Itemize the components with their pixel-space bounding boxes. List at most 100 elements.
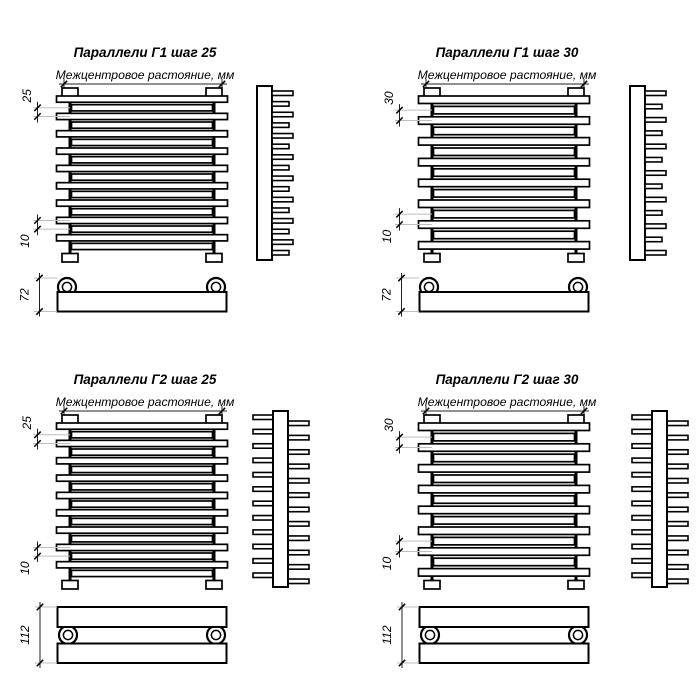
- tooth: [644, 90, 667, 97]
- gap-dimension: 10: [18, 541, 70, 575]
- tooth-right: [287, 434, 310, 441]
- pipe-circle-inner: [61, 281, 73, 293]
- tooth-left: [252, 414, 274, 421]
- dim-tick: [397, 307, 406, 316]
- side-collector: [629, 85, 646, 261]
- gap-dimension-value: 10: [380, 230, 394, 244]
- depth-dimension: 72: [18, 273, 57, 317]
- tube: [70, 138, 214, 147]
- tube: [417, 199, 591, 209]
- dim-tick: [33, 216, 42, 225]
- bottom-bar-bottom: [56, 642, 228, 664]
- tooth: [644, 236, 663, 243]
- pipe-circle-inner: [210, 629, 222, 641]
- tube: [55, 181, 229, 190]
- tooth-left: [631, 471, 653, 478]
- tube: [55, 129, 229, 138]
- dim-tick: [36, 659, 44, 667]
- side-collector: [272, 410, 289, 588]
- tube: [417, 484, 591, 494]
- dim-tick: [35, 307, 44, 316]
- tube: [70, 155, 214, 164]
- tube: [55, 233, 229, 242]
- tooth: [644, 103, 663, 110]
- tooth-right: [287, 420, 310, 427]
- tube: [417, 115, 591, 126]
- step-dimension: 25: [20, 416, 70, 450]
- tooth-right: [287, 477, 310, 484]
- tooth-left: [631, 414, 653, 421]
- panel-g1-step-25: Параллели Г1 шаг 25 Межцентровое растояни…: [18, 45, 294, 317]
- tube: [55, 95, 229, 104]
- tooth-left: [252, 428, 274, 435]
- tube: [432, 126, 576, 136]
- tube: [55, 456, 229, 465]
- tooth-right: [666, 463, 689, 470]
- step-dimension: 25: [20, 89, 70, 123]
- gap-dimension-value: 10: [380, 557, 394, 571]
- center-distance-label: Межцентровое растояние, мм: [418, 395, 597, 409]
- tooth: [271, 175, 294, 182]
- side-collector: [256, 85, 273, 261]
- tube: [432, 515, 576, 525]
- tooth: [271, 154, 294, 161]
- tooth: [271, 196, 294, 203]
- tube: [70, 225, 214, 234]
- gap-dimension: 10: [18, 214, 70, 248]
- tube: [55, 543, 229, 552]
- tooth-left: [631, 529, 653, 536]
- tube: [55, 422, 229, 431]
- tube: [432, 188, 576, 198]
- depth-dimension-value: 112: [18, 625, 32, 644]
- tube: [432, 105, 576, 115]
- tube: [70, 517, 214, 526]
- tooth-right: [666, 549, 689, 556]
- dim-tick: [218, 407, 226, 415]
- tooth: [271, 111, 294, 118]
- dim-tick: [422, 407, 430, 415]
- tooth: [644, 196, 667, 203]
- tube: [70, 190, 214, 199]
- tooth: [271, 217, 294, 224]
- side-view: [631, 410, 689, 588]
- tooth-right: [666, 477, 689, 484]
- dim-tick: [218, 80, 226, 88]
- panel-g2-step-30: Параллели Г2 шаг 30 Межцентровое растояни…: [380, 372, 689, 668]
- center-distance-label: Межцентровое растояние, мм: [56, 395, 235, 409]
- tooth-right: [287, 492, 310, 499]
- tooth-left: [631, 428, 653, 435]
- dim-tick: [33, 104, 42, 112]
- dim-tick: [395, 433, 404, 441]
- step-dimension: 30: [382, 91, 432, 127]
- tube: [55, 112, 229, 121]
- depth-dimension: 112: [18, 602, 57, 668]
- tooth-left: [631, 514, 653, 521]
- tooth-right: [666, 420, 689, 427]
- tooth-right: [666, 520, 689, 527]
- tooth-left: [252, 500, 274, 507]
- dim-tick: [33, 543, 42, 552]
- tooth-left: [252, 514, 274, 521]
- mounting-tab: [423, 252, 441, 263]
- tube: [417, 95, 591, 105]
- front-view: [55, 414, 229, 590]
- dim-tick: [395, 106, 404, 114]
- dim-tick: [395, 547, 404, 556]
- tube: [417, 422, 591, 432]
- tube: [70, 242, 214, 251]
- tooth: [271, 132, 294, 139]
- mounting-tab: [61, 579, 79, 590]
- tube: [417, 442, 591, 453]
- side-view: [629, 85, 667, 261]
- dim-tick: [36, 603, 44, 611]
- tube: [432, 209, 576, 219]
- tube: [432, 474, 576, 484]
- width-dimension: [59, 79, 227, 94]
- dim-tick: [398, 603, 406, 611]
- dim-tick: [33, 439, 42, 448]
- tube: [432, 167, 576, 178]
- step-dimension-value: 25: [20, 416, 34, 431]
- dim-tick: [395, 210, 404, 218]
- tube: [70, 465, 214, 474]
- tooth-left: [252, 543, 274, 550]
